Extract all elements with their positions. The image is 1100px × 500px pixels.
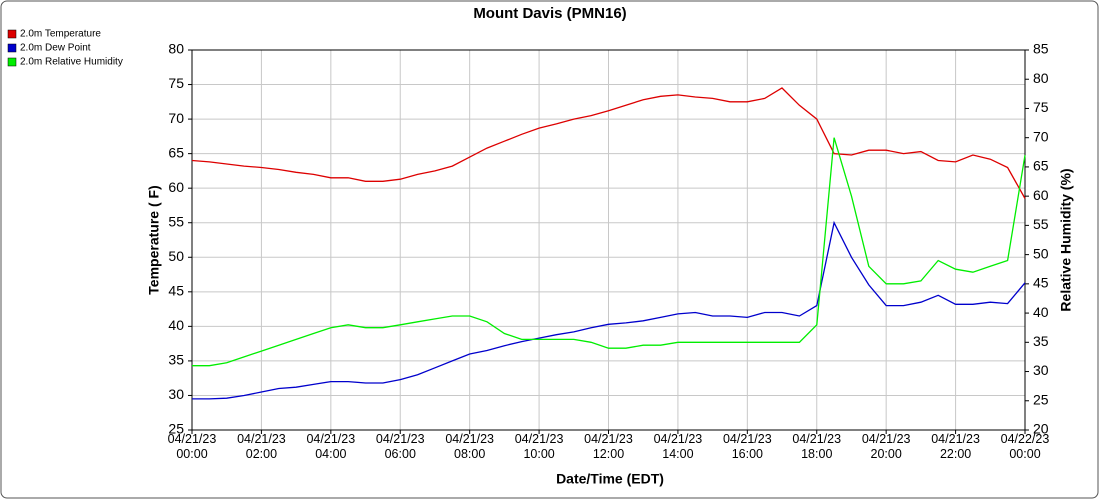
y-axis-title: Temperature ( F) bbox=[146, 185, 162, 294]
x-tick-label: 04/21/23 08:00 bbox=[445, 432, 494, 461]
legend-swatch bbox=[7, 57, 17, 67]
y-tick-label: 80 bbox=[168, 41, 184, 57]
x-tick-label: 04/21/23 20:00 bbox=[861, 432, 911, 461]
y-tick-label: 60 bbox=[168, 179, 184, 195]
plot-border bbox=[191, 49, 1026, 431]
y2-tick-label: 60 bbox=[1033, 187, 1049, 203]
x-tick-label: 04/21/23 18:00 bbox=[792, 432, 842, 461]
y-tick-label: 65 bbox=[168, 144, 184, 160]
x-tick-label: 04/21/23 14:00 bbox=[653, 432, 703, 461]
y2-tick-label: 70 bbox=[1033, 128, 1049, 144]
y-tick-label: 35 bbox=[168, 352, 184, 368]
y2-tick-label: 25 bbox=[1033, 391, 1049, 407]
x-tick-label: 04/22/23 00:00 bbox=[1000, 432, 1050, 461]
y2-tick-label: 85 bbox=[1033, 41, 1049, 57]
series-line bbox=[192, 137, 1026, 367]
x-tick-label: 04/21/23 04:00 bbox=[306, 432, 356, 461]
x-tick-label: 04/21/23 06:00 bbox=[375, 432, 425, 461]
x-tick-label: 04/21/23 16:00 bbox=[722, 432, 772, 461]
y-tick-label: 40 bbox=[168, 317, 184, 333]
y-tick-label: 30 bbox=[168, 386, 184, 402]
y-tick-label: 70 bbox=[168, 110, 184, 126]
y-tick-label: 45 bbox=[168, 283, 184, 299]
legend-swatch bbox=[7, 43, 17, 53]
legend-swatch bbox=[7, 29, 17, 39]
y2-tick-label: 40 bbox=[1033, 304, 1049, 320]
x-tick-label: 04/21/23 02:00 bbox=[237, 432, 286, 461]
y-tick-label: 75 bbox=[168, 75, 184, 91]
y-tick-label: 55 bbox=[168, 213, 184, 229]
legend-label: 2.0m Dew Point bbox=[20, 43, 91, 54]
y-tick-label: 25 bbox=[168, 421, 184, 437]
x-axis-title: Date/Time (EDT) bbox=[556, 471, 664, 487]
x-tick-label: 04/21/23 12:00 bbox=[584, 432, 633, 461]
series-line bbox=[191, 87, 1026, 199]
y2-tick-label: 55 bbox=[1033, 216, 1049, 232]
y2-tick-label: 65 bbox=[1033, 158, 1049, 174]
legend-label: 2.0m Temperature bbox=[20, 29, 101, 40]
legend-label: 2.0m Relative Humidity bbox=[20, 57, 123, 68]
y2-tick-label: 45 bbox=[1033, 275, 1049, 291]
y2-tick-label: 75 bbox=[1033, 99, 1049, 115]
y2-tick-label: 35 bbox=[1033, 333, 1049, 349]
y2-tick-label: 30 bbox=[1033, 362, 1049, 378]
chart-title: Mount Davis (PMN16) bbox=[473, 5, 626, 22]
y2-axis-title: Relative Humidity (%) bbox=[1058, 168, 1074, 311]
x-tick-label: 04/21/23 10:00 bbox=[514, 432, 564, 461]
y2-tick-label: 80 bbox=[1033, 70, 1049, 86]
y2-tick-label: 50 bbox=[1033, 245, 1049, 261]
series-line bbox=[192, 220, 1026, 400]
x-tick-label: 04/21/23 00:00 bbox=[167, 432, 217, 461]
y-tick-label: 50 bbox=[168, 248, 184, 264]
x-tick-label: 04/21/23 22:00 bbox=[931, 432, 980, 461]
y2-tick-label: 20 bbox=[1033, 421, 1049, 437]
